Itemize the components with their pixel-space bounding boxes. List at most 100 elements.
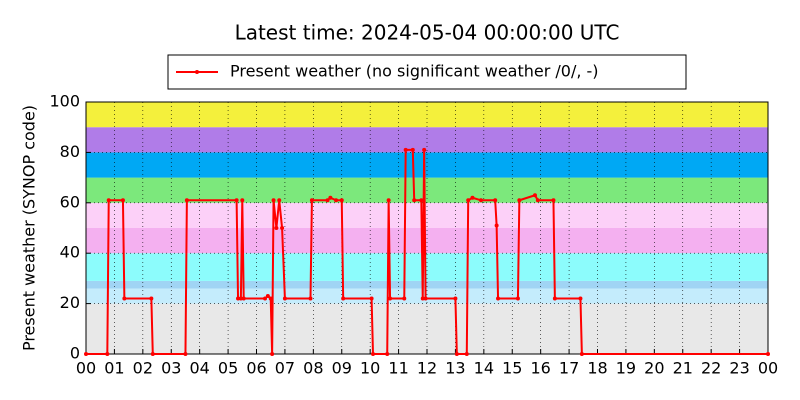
y-tick-label: 80: [60, 142, 80, 161]
data-point: [470, 195, 475, 200]
data-point: [271, 198, 276, 203]
data-point: [150, 352, 155, 356]
data-point: [277, 198, 282, 203]
data-point: [183, 352, 188, 356]
data-point: [280, 226, 285, 230]
y-tick-label: 60: [60, 192, 80, 211]
x-tick-label: 08: [303, 359, 323, 378]
data-point: [120, 198, 125, 203]
background-band: [86, 303, 768, 354]
y-tick-label: 0: [70, 344, 80, 363]
data-point: [552, 296, 557, 301]
data-point: [496, 296, 501, 301]
x-tick-label: 04: [189, 359, 209, 378]
background-band: [86, 253, 768, 281]
data-point: [478, 198, 483, 203]
data-point: [385, 352, 390, 356]
background-band: [86, 228, 768, 254]
data-point: [234, 198, 239, 203]
data-point: [325, 198, 330, 203]
data-point: [106, 198, 111, 203]
x-tick-label: 19: [616, 359, 636, 378]
data-point: [236, 296, 241, 301]
y-tick-label: 20: [60, 293, 80, 312]
data-point: [369, 296, 374, 301]
data-point: [535, 198, 540, 203]
data-point: [240, 198, 245, 203]
data-point: [464, 352, 469, 356]
x-tick-label: 00: [758, 359, 778, 378]
background-band: [86, 288, 768, 304]
data-point: [328, 195, 333, 200]
data-point: [412, 198, 417, 203]
x-tick-label: 02: [133, 359, 153, 378]
x-tick-label: 21: [673, 359, 693, 378]
data-point: [388, 296, 393, 301]
data-point: [371, 352, 376, 356]
chart-title: Latest time: 2024-05-04 00:00:00 UTC: [235, 21, 620, 45]
data-point: [422, 147, 427, 152]
y-axis-label: Present weather (SYNOP code): [20, 105, 39, 351]
data-point: [341, 296, 346, 301]
x-tick-label: 17: [559, 359, 579, 378]
legend-marker: [195, 70, 199, 74]
x-tick-label: 12: [417, 359, 437, 378]
x-tick-label: 07: [275, 359, 295, 378]
data-point: [122, 296, 127, 301]
background-band: [86, 280, 768, 289]
x-tick-label: 01: [104, 359, 124, 378]
data-point: [532, 193, 537, 198]
background-band: [86, 127, 768, 153]
data-point: [403, 147, 408, 152]
data-point: [454, 352, 459, 356]
data-point: [274, 226, 279, 230]
x-tick-label: 16: [530, 359, 550, 378]
data-point: [238, 296, 243, 301]
data-point: [241, 296, 246, 301]
data-point: [184, 198, 189, 203]
data-point: [579, 352, 584, 356]
data-point: [410, 147, 415, 152]
y-tick-label: 40: [60, 243, 80, 262]
x-tick-label: 23: [729, 359, 749, 378]
data-point: [493, 198, 498, 203]
x-tick-label: 03: [161, 359, 181, 378]
data-point: [268, 296, 273, 301]
data-point: [282, 296, 287, 301]
x-tick-label: 15: [502, 359, 522, 378]
data-point: [419, 198, 424, 203]
data-point: [578, 296, 583, 301]
data-point: [84, 352, 88, 356]
x-tick-label: 11: [388, 359, 408, 378]
y-tick-label: 100: [49, 92, 80, 111]
data-point: [339, 198, 344, 203]
data-point: [551, 198, 556, 203]
data-point: [515, 296, 520, 301]
x-tick-label: 18: [587, 359, 607, 378]
data-point: [265, 294, 270, 299]
legend-label: Present weather (no significant weather …: [230, 62, 599, 81]
legend-box: [167, 54, 687, 90]
x-tick-label: 00: [76, 359, 96, 378]
data-point: [263, 296, 268, 301]
data-point: [334, 198, 339, 203]
x-tick-label: 06: [246, 359, 266, 378]
data-point: [149, 296, 154, 301]
data-point: [309, 198, 314, 203]
data-point: [270, 352, 275, 356]
plot-frame: [85, 101, 769, 355]
data-point: [466, 198, 471, 203]
data-point: [423, 296, 428, 301]
x-tick-label: 05: [218, 359, 238, 378]
x-tick-label: 20: [644, 359, 664, 378]
data-point: [494, 223, 499, 228]
x-tick-label: 14: [474, 359, 494, 378]
x-tick-label: 10: [360, 359, 380, 378]
data-point: [766, 352, 770, 356]
data-point: [105, 352, 110, 356]
data-point: [420, 296, 425, 301]
data-point: [386, 198, 391, 203]
x-tick-label: 22: [701, 359, 721, 378]
x-tick-label: 13: [445, 359, 465, 378]
